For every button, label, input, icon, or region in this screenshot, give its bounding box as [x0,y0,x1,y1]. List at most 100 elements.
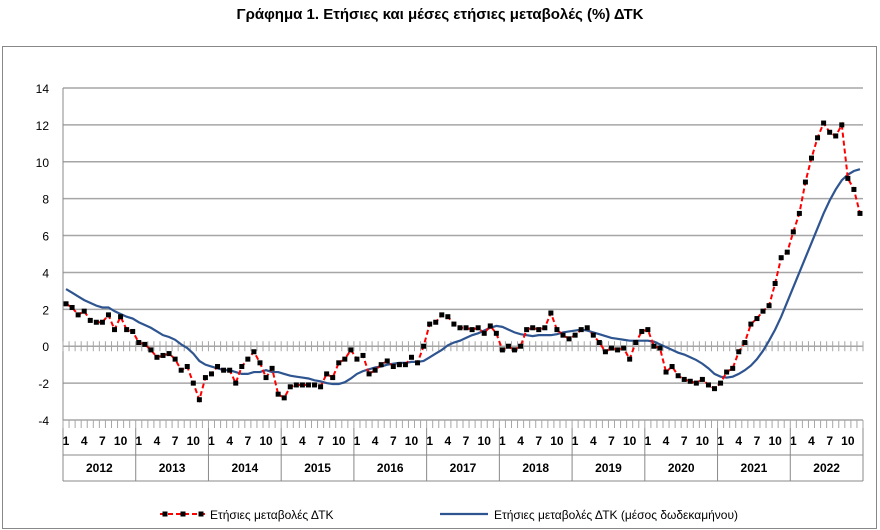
data-point [415,360,421,366]
x-month-label: 4 [445,434,452,448]
data-point [815,135,821,141]
data-point [275,391,281,397]
data-point [772,281,778,287]
x-year-label: 2014 [231,461,258,475]
data-point [851,186,857,192]
data-point [754,316,760,322]
data-point [354,356,360,362]
data-point [663,369,669,375]
data-point [421,343,427,349]
data-point [196,397,202,403]
data-point [621,345,627,351]
x-month-label: 1 [135,434,142,448]
x-year-label: 2016 [377,461,404,475]
x-month-label: 10 [114,434,128,448]
legend-marker [198,511,204,517]
data-point [105,312,111,318]
data-point [112,327,118,333]
series-line-moving-average [65,168,861,386]
x-month-label: 4 [154,434,161,448]
data-point [833,133,839,139]
data-point [390,364,396,370]
data-point [299,382,305,388]
data-point [705,382,711,388]
data-point [693,380,699,386]
x-month-label: 7 [390,434,397,448]
data-point [427,321,433,327]
data-point [342,356,348,362]
x-month-label: 7 [463,434,470,448]
data-point [615,347,621,353]
data-point [766,303,772,309]
y-tick-label: 12 [36,119,50,133]
data-point [596,340,602,346]
data-point [172,356,178,362]
x-month-label: 4 [735,434,742,448]
data-point [802,179,808,185]
data-point [639,328,645,334]
data-point [548,310,554,316]
data-point [699,376,705,382]
legend-label-annual: Ετήσιες μεταβολές ΔΤΚ [210,508,334,522]
data-point [651,343,657,349]
x-month-label: 4 [517,434,524,448]
data-point [736,349,742,355]
data-point [542,325,548,331]
data-point [778,255,784,261]
data-point [75,312,81,318]
x-month-label: 1 [426,434,433,448]
x-month-label: 1 [499,434,506,448]
data-point [336,360,342,366]
data-point [730,365,736,371]
data-point [227,367,233,373]
data-point [560,332,566,338]
data-point [366,371,372,377]
data-point [669,364,675,370]
data-point [712,386,718,392]
data-point [166,351,172,357]
data-point [99,319,105,325]
data-point [627,356,633,362]
y-tick-label: 8 [42,193,49,207]
data-point [202,375,208,381]
data-point [178,367,184,373]
data-point [69,304,75,310]
data-point [845,175,851,181]
data-point [257,360,263,366]
x-month-label: 7 [172,434,179,448]
data-point [463,325,469,331]
y-tick-label: 6 [42,230,49,244]
y-tick-label: 14 [36,82,50,96]
data-point [221,367,227,373]
y-tick-label: -2 [38,377,49,391]
data-point [384,358,390,364]
data-point [287,384,293,390]
legend-marker [162,511,168,517]
data-point [475,325,481,331]
data-point [724,369,730,375]
x-month-label: 10 [768,434,782,448]
data-point [372,367,378,373]
x-month-label: 1 [281,434,288,448]
data-point [445,314,451,320]
data-point [378,362,384,368]
data-point [136,340,142,346]
x-month-label: 1 [63,434,70,448]
data-point [827,129,833,135]
data-point [493,330,499,336]
data-point [499,347,505,353]
x-month-label: 7 [608,434,615,448]
x-month-label: 1 [354,434,361,448]
x-month-label: 10 [332,434,346,448]
x-month-label: 10 [478,434,492,448]
y-tick-label: 0 [42,340,49,354]
data-point [633,340,639,346]
x-month-label: 1 [717,434,724,448]
data-point [142,341,148,347]
x-year-label: 2021 [741,461,768,475]
data-point [566,336,572,342]
data-point [602,349,608,355]
data-point [130,328,136,334]
data-point [536,327,542,333]
data-point [578,327,584,333]
